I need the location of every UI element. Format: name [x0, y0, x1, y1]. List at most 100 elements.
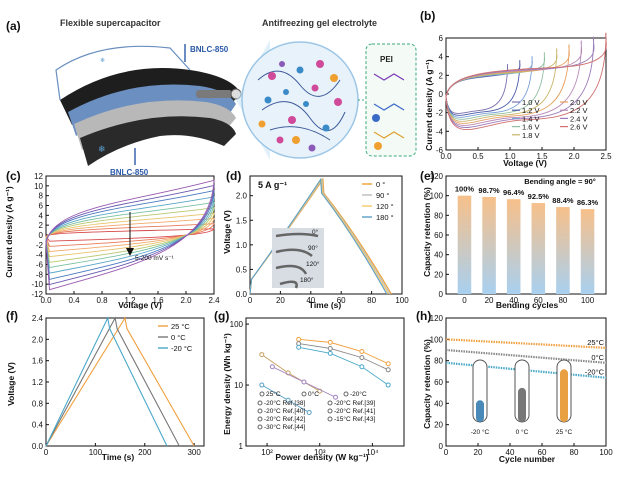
panel-g-legend-label: 25°C [266, 390, 281, 398]
panel-g-ragone-point [296, 336, 302, 342]
inset-label-90: 90° [308, 244, 318, 252]
panel-d-frame [249, 175, 403, 295]
panel-h-ytick-label: 20 [434, 421, 443, 430]
bending-inset-photo: 0° 90° 120° 180° [272, 228, 324, 289]
panel-g-legend-marker [327, 408, 333, 414]
panel-g-ragone-point [327, 345, 333, 351]
panel-d-ylabel: Voltage (V) [222, 210, 232, 254]
panel-g-ytick-label: 100 [230, 320, 244, 329]
panel-g-ragone-point [333, 394, 339, 400]
panel-b-xtick-label: 0.0 [440, 152, 452, 161]
panel-f-ytick-label: 2.0 [32, 335, 44, 344]
panel-b-ylabel: Current density (A g⁻¹) [424, 59, 434, 151]
panel-g-ragone-point [285, 397, 291, 403]
panel-f-gcd-curve [45, 316, 180, 447]
panel-h: (h) 0 20 40 60 80 100 120 100 80 60 40 20 0 25°C 0°C -2… [416, 309, 613, 464]
panel-c-ytick-label: -2 [36, 241, 44, 250]
panel-c-ytick-label: 10 [34, 182, 43, 191]
panel-h-retention-series [445, 338, 607, 349]
panel-f-ytick-label: 0.8 [32, 399, 44, 408]
thermometer-fill [476, 400, 484, 422]
panel-d-legend-label: 90 ° [376, 191, 389, 200]
panel-f-letter: (f) [6, 309, 18, 323]
panel-f-xlabel: Time (s) [102, 452, 135, 462]
panel-e-xtick-label: 80 [558, 296, 567, 305]
panel-g-legend-label: -30°C Ref.[44] [264, 423, 305, 431]
panel-d-ytick-label: 0.0 [236, 290, 248, 299]
panel-g-legend-marker [343, 391, 349, 397]
thermometer-fill [560, 369, 568, 422]
panel-e-ytick-label: 120 [430, 172, 444, 181]
panel-g-ytick-label: 10 [234, 381, 243, 390]
panel-c-xtick-label: 1.6 [152, 296, 164, 305]
panel-h-ytick-label: 60 [434, 378, 443, 387]
panel-c-xtick-label: 0.4 [68, 296, 80, 305]
panel-g-ragone-point [385, 367, 391, 373]
panel-c-cv-curve [45, 228, 215, 242]
panel-b-ytick-label: 6 [439, 34, 444, 43]
panel-g-xlabel: Power density (W kg⁻¹) [275, 452, 368, 462]
panel-h-xlabel: Cycle number [499, 454, 556, 464]
panel-f: (f) 0 100 200 300 0.0 0.4 0.8 1.2 1.6 2.0 2.4 25 °C… [6, 309, 205, 462]
panel-h-xtick-label: 0 [444, 448, 449, 457]
panel-b-legend-label: 1.8 V [522, 131, 540, 140]
panel-f-plot: 0 100 200 300 0.0 0.4 0.8 1.2 1.6 2.0 2.4 25 °C 0 °C… [32, 314, 205, 457]
panel-c-letter: (c) [6, 169, 21, 183]
panel-e-ytick-label: 60 [434, 231, 443, 240]
panel-c-xlabel: Voltage (V) [118, 300, 162, 310]
panel-e-xtick-label: 20 [485, 296, 494, 305]
panel-f-ytick-label: 1.6 [32, 357, 44, 366]
panel-e-xtick-label: 0 [462, 296, 467, 305]
panel-c-ytick-label: 4 [39, 211, 44, 220]
panel-d-ytick-label: 1.5 [236, 216, 248, 225]
panel-h-ylabel: Capacity retention (%) [422, 339, 432, 429]
panel-g-ragone-line [298, 343, 389, 371]
panel-f-legend-label: 25 °C [171, 322, 190, 331]
panel-d-xtick-label: 60 [337, 296, 346, 305]
panel-g-ragone-point [296, 344, 302, 350]
panel-h-ytick-label: 100 [430, 335, 444, 344]
panel-b: (b) 0.0 0.5 1.0 1.5 2.0 2.5 6 4 2 0 -2 -4 -6 1.0 V1.2… [420, 9, 612, 168]
panel-h-series-label: 0°C [591, 353, 604, 362]
panel-h-series-label: -20°C [585, 368, 605, 377]
panel-e-letter: (e) [420, 169, 435, 183]
panel-d-xtick-label: 20 [276, 296, 285, 305]
panel-b-xtick-label: 0.5 [472, 152, 484, 161]
snowflake-icon: ❄ [98, 144, 106, 154]
panel-e-ytick-label: 20 [434, 270, 443, 279]
panel-e-ytick-label: 80 [434, 211, 443, 220]
panel-f-ytick-label: 1.2 [32, 378, 44, 387]
panel-b-ytick-label: -6 [436, 146, 444, 155]
panel-c-cv-curve [45, 207, 215, 263]
electrode-label-top: BNLC-850 [190, 45, 229, 54]
panel-d: (d) 0 20 40 60 80 100 2.0 1.5 1.0 0.5 0.0 0 ° 90 ° 12… [222, 169, 409, 310]
panel-h-plot: 0 20 40 60 80 100 120 100 80 60 40 20 0 25°C 0°C -20°C -… [430, 314, 614, 457]
panel-e-bar [457, 195, 472, 294]
panel-g-legend-label: -20°C Ref.[39] [334, 399, 375, 407]
panel-b-legend-label: 2.4 V [570, 114, 588, 123]
panel-c-ytick-label: -8 [36, 270, 44, 279]
panel-f-ytick-label: 0.0 [32, 442, 44, 451]
panel-c-ytick-label: -12 [31, 290, 43, 299]
panel-a-right-title: Antifreezing gel electrolyte [262, 18, 377, 28]
panel-b-cv-curve [445, 36, 595, 128]
panel-b-legend-label: 1.0 V [522, 98, 540, 107]
pei-structure-box: PEI [365, 43, 417, 157]
panel-c-xtick-label: 0.0 [40, 296, 52, 305]
panel-f-xtick-label: 300 [187, 448, 201, 457]
panel-g-legend-label: -20°C Ref.[42] [264, 415, 305, 423]
supercapacitor-illustration: ❄ ❄ [55, 45, 242, 166]
panel-e-bar [580, 209, 595, 294]
panel-h-xtick-label: 60 [538, 448, 547, 457]
panel-f-ytick-label: 2.4 [32, 314, 44, 323]
panel-d-legend-label: 0 ° [376, 180, 385, 189]
panel-g-legend-marker [327, 400, 333, 406]
panel-g-legend-marker [259, 391, 265, 397]
panel-h-letter: (h) [416, 309, 431, 323]
panel-h-xtick-label: 40 [506, 448, 515, 457]
panel-b-cv-curve [445, 40, 583, 126]
panel-e-plot: 120 100 80 60 40 20 0 100% 0 98.7% 20 96.4% 40 92.5% 6… [430, 172, 607, 305]
inset-label-120: 120° [306, 260, 320, 268]
panel-g-letter: (g) [214, 309, 229, 323]
